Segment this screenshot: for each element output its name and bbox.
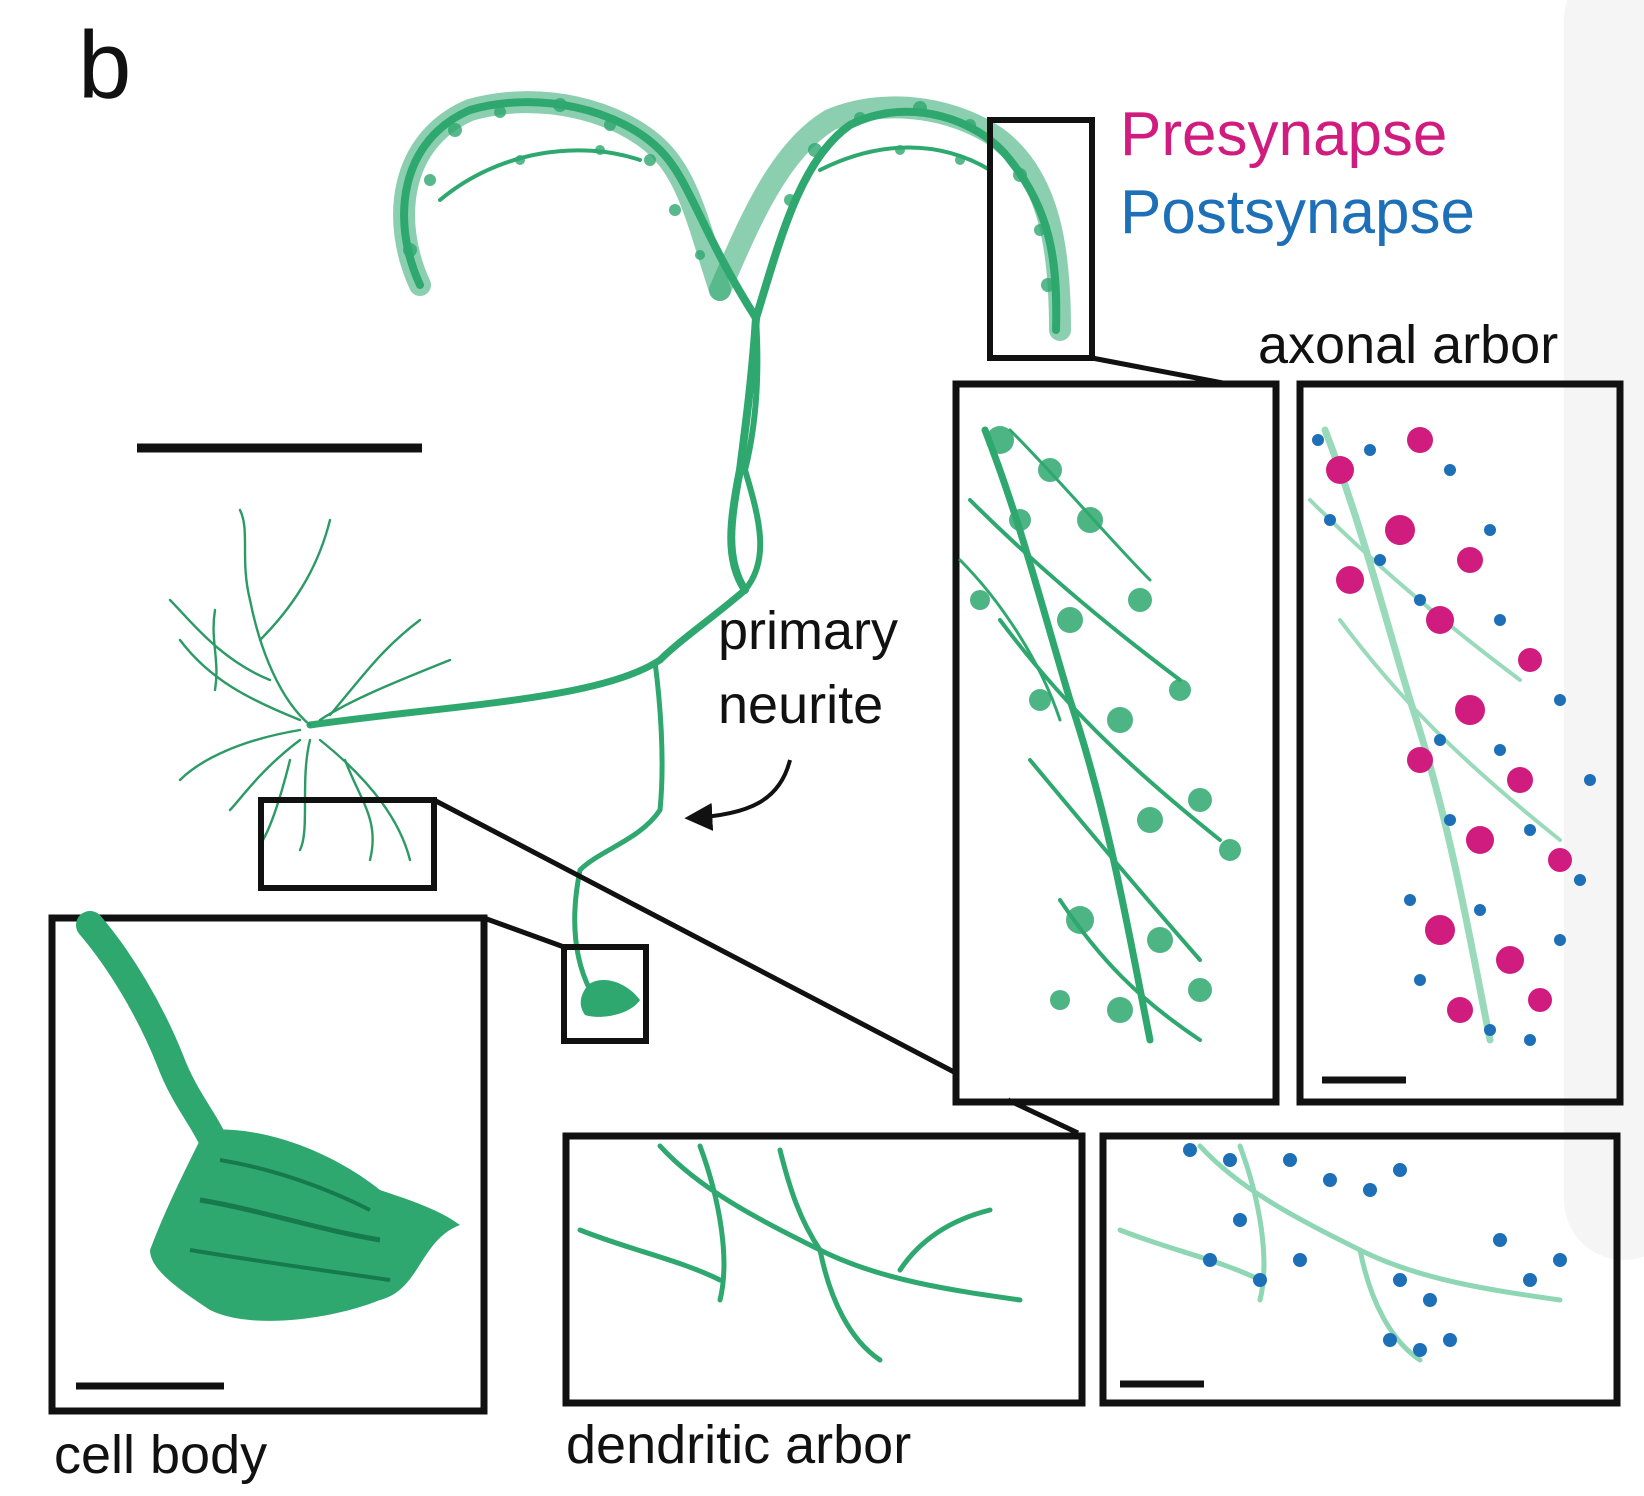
axonal-arch-texture [403,98,1055,292]
axonal-inset-synapse-frame [1296,380,1624,1106]
axonal-arbor-arch [393,91,1071,341]
dendritic-arbor-main [168,508,452,862]
dendritic-inset-synapse-frame [1099,1132,1621,1407]
postsynapse-markers [1312,434,1596,1046]
presynapse-markers [1326,427,1572,1023]
cell-body-inset-shape [76,911,460,1321]
label-cell-body: cell body [54,1425,268,1485]
axonal-inset-mesh-boutons [970,426,1241,1023]
label-axonal-arbor: axonal arbor [1258,315,1559,375]
primary-neurite [306,314,764,993]
dendritic-inset-mesh-frame [562,1132,1086,1407]
axonal-inset-mesh-frame [952,380,1280,1106]
axonal-inset-synapse-skeleton [1308,426,1562,1044]
legend-postsynapse: Postsynapse [1120,178,1475,247]
dendritic-inset-marker [258,797,437,891]
dendritic-inset-skeleton [1117,1143,1563,1363]
legend-presynapse: Presynapse [1120,100,1448,169]
label-primary-neurite-line1: primary [718,601,899,661]
cell-body-main [580,980,640,1017]
inset-connectors [432,355,1229,1136]
primary-neurite-arrow [684,759,792,831]
label-dendritic-arbor: dendritic arbor [566,1415,912,1475]
cell-body-inset-frame [48,914,488,1415]
cell-body-inset-marker [561,944,649,1044]
dendritic-postsynapse-markers [1183,1143,1567,1357]
dendritic-inset-mesh [577,1143,1023,1363]
page-edge-shadow [1564,0,1644,1260]
panel-letter: b [78,12,132,119]
axonal-inset-marker [987,117,1095,361]
label-primary-neurite-line2: neurite [718,675,884,735]
